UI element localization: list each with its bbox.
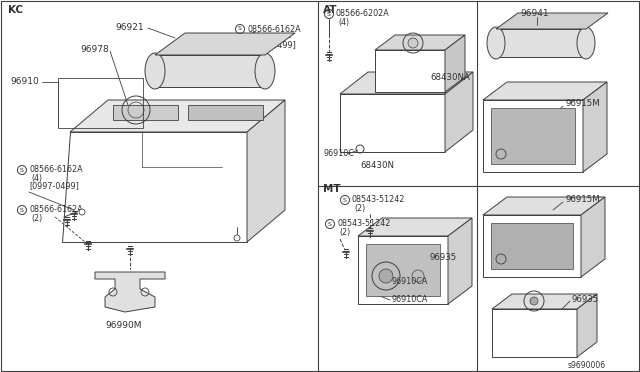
Text: (2): (2) [31,214,42,222]
Polygon shape [340,94,445,152]
Polygon shape [445,35,465,92]
Text: 96910CA: 96910CA [392,295,428,305]
Text: 08543-51242: 08543-51242 [352,196,405,205]
Ellipse shape [255,53,275,89]
Polygon shape [581,197,605,277]
Polygon shape [491,108,575,164]
Text: 68430N: 68430N [360,160,394,170]
Polygon shape [483,82,607,100]
Text: [0997-0499]: [0997-0499] [29,182,79,190]
Text: 96915M: 96915M [565,99,600,109]
Polygon shape [483,197,605,215]
Polygon shape [448,218,472,304]
Text: KC: KC [8,5,23,15]
Polygon shape [577,294,597,357]
Text: 08543-51242: 08543-51242 [337,219,390,228]
Polygon shape [62,132,247,242]
Polygon shape [583,82,607,172]
Circle shape [234,235,240,241]
Text: S: S [343,198,347,202]
Text: (4): (4) [338,17,349,26]
Text: (4): (4) [31,173,42,183]
Polygon shape [358,218,472,236]
Ellipse shape [145,53,165,89]
Text: 68430NA: 68430NA [430,73,470,81]
Polygon shape [247,100,285,242]
Polygon shape [491,223,573,269]
Text: AT: AT [323,5,337,15]
Text: 08566-6162A: 08566-6162A [247,25,301,33]
Polygon shape [375,50,445,92]
Text: 96910C: 96910C [323,150,354,158]
Circle shape [379,269,393,283]
Text: s9690006: s9690006 [568,362,606,371]
Polygon shape [492,294,597,309]
Text: (1): (1) [249,32,260,42]
Text: S: S [328,221,332,227]
Text: S: S [327,12,331,16]
Polygon shape [483,215,581,277]
Text: 08566-6162A: 08566-6162A [29,166,83,174]
Polygon shape [366,244,440,296]
Text: S: S [20,167,24,173]
Text: 96935: 96935 [572,295,599,304]
Polygon shape [340,72,473,94]
Circle shape [530,297,538,305]
Text: 96915M: 96915M [565,196,600,205]
Polygon shape [496,13,608,29]
Text: 96910CA: 96910CA [392,278,428,286]
Text: (2): (2) [354,203,365,212]
Text: 96921: 96921 [115,22,143,32]
Polygon shape [492,309,577,357]
Text: MT: MT [323,184,340,194]
Text: 08566-6162A: 08566-6162A [29,205,83,215]
Circle shape [408,38,418,48]
Polygon shape [483,100,583,172]
Text: 96935: 96935 [430,253,457,262]
Polygon shape [155,33,295,55]
Polygon shape [113,105,178,120]
Polygon shape [188,105,263,120]
Text: 08566-6202A: 08566-6202A [336,10,390,19]
Text: (2): (2) [339,228,350,237]
Text: [0997-0499]: [0997-0499] [246,41,296,49]
Polygon shape [358,236,448,304]
Polygon shape [496,29,586,57]
Text: 96941: 96941 [520,10,548,19]
Polygon shape [155,55,265,87]
Text: 96910: 96910 [10,77,39,87]
Text: 96990M: 96990M [105,321,141,330]
Text: S: S [238,26,242,32]
Text: 96978: 96978 [80,45,109,55]
Polygon shape [445,72,473,152]
Ellipse shape [487,27,505,59]
Polygon shape [375,35,465,50]
Circle shape [79,209,85,215]
Polygon shape [70,100,285,132]
Bar [58,78,143,128]
Polygon shape [95,272,165,312]
Text: S: S [20,208,24,212]
Ellipse shape [577,27,595,59]
